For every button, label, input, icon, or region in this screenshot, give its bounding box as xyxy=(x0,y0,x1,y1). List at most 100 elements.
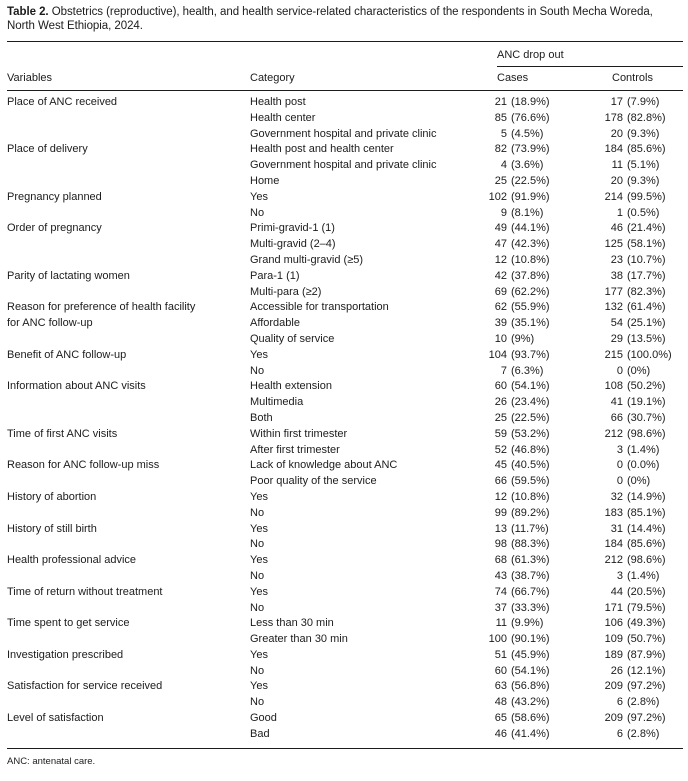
table-row: Government hospital and private clinic 4 (… xyxy=(7,158,683,174)
controls-percent: (14.9%) xyxy=(627,490,666,503)
cases-percent: (43.2%) xyxy=(511,696,550,709)
controls-percent: (17.7%) xyxy=(627,269,666,282)
cases-cell: 52 (46.8%) xyxy=(483,443,586,459)
cases-count: 63 xyxy=(494,680,507,693)
cases-count: 4 xyxy=(500,159,507,172)
category-cell: Yes xyxy=(250,348,268,361)
category-cell: Poor quality of the service xyxy=(250,475,377,488)
controls-count: 54 xyxy=(610,317,623,330)
table-row: Health center 85 (76.6%) 178 (82.8%) xyxy=(7,111,683,127)
controls-count: 41 xyxy=(610,396,623,409)
controls-percent: (0.5%) xyxy=(627,206,660,219)
table-row: No 9 (8.1%) 1 (0.5%) xyxy=(7,206,683,222)
cases-count: 60 xyxy=(494,380,507,393)
table-row: After first trimester 52 (46.8%) 3 (1.4%) xyxy=(7,443,683,459)
category-cell: No xyxy=(250,538,265,551)
cases-cell: 99 (89.2%) xyxy=(483,506,586,522)
controls-percent: (50.7%) xyxy=(627,633,666,646)
controls-count: 23 xyxy=(610,253,623,266)
cases-count: 68 xyxy=(494,554,507,567)
cases-percent: (35.1%) xyxy=(511,317,550,330)
cases-percent: (42.3%) xyxy=(511,238,550,251)
cases-percent: (58.6%) xyxy=(511,712,550,725)
controls-percent: (0%) xyxy=(627,475,651,488)
table-row: Benefit of ANC follow-up Yes 104 (93.7%) 215… xyxy=(7,348,683,364)
cases-cell: 42 (37.8%) xyxy=(483,269,586,285)
controls-count: 209 xyxy=(604,680,623,693)
cases-percent: (56.8%) xyxy=(511,680,550,693)
cases-percent: (9.9%) xyxy=(511,617,544,630)
cases-cell: 12 (10.8%) xyxy=(483,490,586,506)
controls-count: 6 xyxy=(616,696,623,709)
cases-count: 5 xyxy=(500,127,507,140)
controls-percent: (79.5%) xyxy=(627,601,666,614)
controls-cell: 177 (82.3%) xyxy=(586,285,683,301)
controls-percent: (1.4%) xyxy=(627,569,660,582)
controls-percent: (9.3%) xyxy=(627,174,660,187)
controls-percent: (14.4%) xyxy=(627,522,666,535)
variable-cell: Level of satisfaction xyxy=(7,712,104,725)
table-row: Place of ANC received Health post 21 (18.9%… xyxy=(7,91,683,111)
cases-cell: 5 (4.5%) xyxy=(483,127,586,143)
controls-count: 66 xyxy=(610,411,623,424)
variable-cell: Satisfaction for service received xyxy=(7,680,163,693)
cases-count: 39 xyxy=(494,317,507,330)
variable-cell: Place of ANC received xyxy=(7,96,118,108)
controls-count: 31 xyxy=(610,522,623,535)
category-cell: Yes xyxy=(250,190,268,203)
category-cell: Good xyxy=(250,712,277,725)
category-cell: Yes xyxy=(250,490,268,503)
cases-cell: 82 (73.9%) xyxy=(483,142,586,158)
variable-cell: Pregnancy planned xyxy=(7,190,102,203)
cases-percent: (37.8%) xyxy=(511,269,550,282)
cases-cell: 26 (23.4%) xyxy=(483,395,586,411)
cases-percent: (8.1%) xyxy=(511,206,544,219)
table-row: Grand multi-gravid (≥5) 12 (10.8%) 23 (10.7%… xyxy=(7,253,683,269)
category-cell: No xyxy=(250,364,265,377)
table-row: Multi-para (≥2) 69 (62.2%) 177 (82.3%) xyxy=(7,285,683,301)
controls-count: 3 xyxy=(616,569,623,582)
controls-cell: 106 (49.3%) xyxy=(586,616,683,632)
controls-cell: 20 (9.3%) xyxy=(586,127,683,143)
category-cell: Health post xyxy=(250,96,306,108)
variable-cell: Time of return without treatment xyxy=(7,585,163,598)
cases-cell: 66 (59.5%) xyxy=(483,474,586,490)
table-row: No 43 (38.7%) 3 (1.4%) xyxy=(7,569,683,585)
cases-cell: 25 (22.5%) xyxy=(483,174,586,190)
controls-cell: 209 (97.2%) xyxy=(586,711,683,727)
cases-cell: 59 (53.2%) xyxy=(483,427,586,443)
controls-percent: (5.1%) xyxy=(627,159,660,172)
cases-percent: (54.1%) xyxy=(511,664,550,677)
cases-count: 25 xyxy=(494,174,507,187)
table-body: Place of ANC received Health post 21 (18.9%… xyxy=(7,91,683,749)
controls-count: 177 xyxy=(604,285,623,298)
cases-percent: (46.8%) xyxy=(511,443,550,456)
cases-cell: 49 (44.1%) xyxy=(483,221,586,237)
controls-count: 0 xyxy=(616,364,623,377)
cases-count: 47 xyxy=(494,238,507,251)
table-row: No 37 (33.3%) 171 (79.5%) xyxy=(7,601,683,617)
category-cell: Primi-gravid-1 (1) xyxy=(250,222,335,235)
cases-cell: 60 (54.1%) xyxy=(483,664,586,680)
controls-percent: (99.5%) xyxy=(627,190,666,203)
controls-percent: (85.6%) xyxy=(627,143,666,156)
category-cell: Multi-para (≥2) xyxy=(250,285,322,298)
cases-percent: (23.4%) xyxy=(511,396,550,409)
cases-percent: (66.7%) xyxy=(511,585,550,598)
category-cell: No xyxy=(250,601,265,614)
cases-percent: (88.3%) xyxy=(511,538,550,551)
cases-count: 46 xyxy=(494,727,507,740)
cases-count: 104 xyxy=(488,348,507,361)
spanner-row: ANC drop out xyxy=(7,41,683,67)
controls-count: 1 xyxy=(616,206,623,219)
cases-cell: 11 (9.9%) xyxy=(483,616,586,632)
cases-cell: 85 (76.6%) xyxy=(483,111,586,127)
cases-count: 52 xyxy=(494,443,507,456)
controls-percent: (61.4%) xyxy=(627,301,666,314)
controls-count: 46 xyxy=(610,222,623,235)
controls-cell: 41 (19.1%) xyxy=(586,395,683,411)
controls-percent: (82.8%) xyxy=(627,111,666,124)
cases-count: 98 xyxy=(494,538,507,551)
table-row: Time of return without treatment Yes 74 (66… xyxy=(7,585,683,601)
controls-count: 183 xyxy=(604,506,623,519)
